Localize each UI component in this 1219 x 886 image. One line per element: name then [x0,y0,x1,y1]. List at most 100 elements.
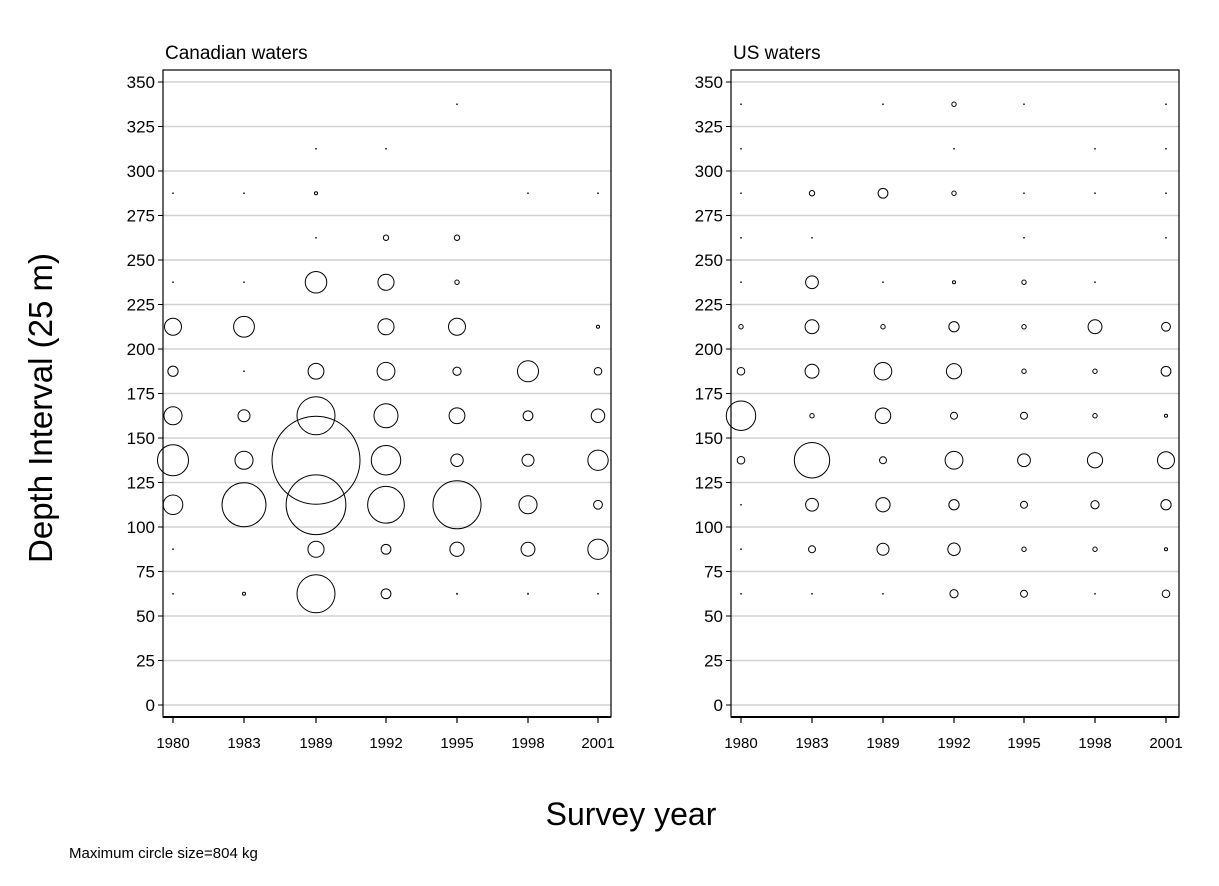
y-tick-label: 325 [127,118,155,137]
x-tick-label: 1992 [937,735,970,752]
bubble-point [234,450,254,470]
bubble-point [1160,499,1172,511]
bubble-point [944,450,964,470]
bubble-point [1090,500,1100,510]
bubble-point [949,589,959,599]
y-tick-label: 275 [127,207,155,226]
bubble-point [167,365,179,377]
bubble-point [156,444,190,477]
bubble-point [315,147,317,150]
bubble-point [520,541,536,557]
footnote-max-circle: Maximum circle size=804 kg [69,845,258,862]
bubble-point [595,324,601,329]
bubble-point [948,321,960,333]
panel-title: Canadian waters [165,43,308,64]
bubble-point [454,279,460,285]
bubble-point [376,361,396,381]
bubble-point [951,280,957,285]
bubble-point [1094,147,1096,150]
x-tick-label: 1998 [1078,735,1111,752]
bubble-point [948,499,960,511]
bubble-point [882,103,884,106]
y-tick-label: 350 [127,73,155,92]
bubble-point [740,103,742,106]
bubble-point [740,548,742,551]
bubble-point [237,409,251,423]
y-tick-label: 350 [695,73,723,92]
y-tick-label: 125 [127,474,155,493]
bubble-point [808,190,816,197]
bubble-point [1161,321,1171,332]
y-tick-label: 250 [127,251,155,270]
bubble-point [1163,547,1169,552]
bubble-point [740,236,742,239]
bubble-point [296,574,336,614]
bubble-point [367,485,405,524]
bubble-point [1021,279,1027,285]
bubble-point [1094,281,1096,284]
bubble-point [304,271,328,294]
y-tick-label: 325 [695,118,723,137]
bubble-point [1094,192,1096,195]
bubble-point [456,103,458,106]
bubble-point [449,541,465,557]
y-tick-label: 275 [695,207,723,226]
bubble-point [873,361,893,381]
bubble-point [740,192,742,195]
bubble-point [385,147,387,150]
bubble-point [740,503,742,506]
bubble-point [1092,413,1098,419]
x-tick-label: 1998 [511,735,544,752]
bubble-point [432,480,482,530]
y-tick-label: 75 [704,563,723,582]
bubble-point [1165,147,1167,150]
bubble-point [243,192,245,195]
bubble-point [805,497,819,512]
x-tick-label: 1980 [156,735,189,752]
bubble-point [1086,452,1104,469]
bubble-point [450,453,464,467]
y-tick-label: 300 [695,162,723,181]
bubble-point [382,234,390,241]
bubble-point [876,542,890,556]
y-tick-label: 225 [695,296,723,315]
bubble-point [377,318,395,336]
bubble-point [875,497,891,513]
bubble-point [162,494,184,516]
bubble-point [808,545,816,554]
bubble-point [811,592,813,595]
bubble-point [1161,589,1171,599]
bubble-point [953,147,955,150]
x-tick-label: 1983 [227,735,260,752]
y-tick-label: 0 [714,696,723,715]
y-tick-label: 150 [695,429,723,448]
y-tick-label: 100 [695,518,723,537]
bubble-point [271,415,361,505]
bubble-point [521,453,535,467]
bubble-point [587,449,609,471]
x-tick-label: 1995 [1007,735,1040,752]
bubble-point [516,360,540,383]
y-tick-label: 175 [695,385,723,404]
y-tick-label: 150 [127,429,155,448]
y-tick-label: 250 [695,251,723,270]
bubble-point [233,315,255,338]
y-tick-label: 125 [695,474,723,493]
x-tick-label: 1989 [866,735,899,752]
bubble-point [950,411,958,420]
bubble-point [163,406,183,426]
x-tick-label: 1983 [795,735,828,752]
bubble-point [527,192,529,195]
bubble-point [307,362,325,380]
x-tick-label: 1995 [440,735,473,752]
bubble-point [448,317,466,336]
bubble-point [380,588,392,600]
bubble-point [805,275,819,290]
bubble-point [1165,103,1167,106]
x-axis-title: Survey year [546,796,717,832]
bubble-point [296,396,336,436]
bubble-point [590,408,606,424]
y-tick-label: 200 [127,340,155,359]
bubble-point [740,281,742,284]
bubble-point [1094,592,1096,595]
